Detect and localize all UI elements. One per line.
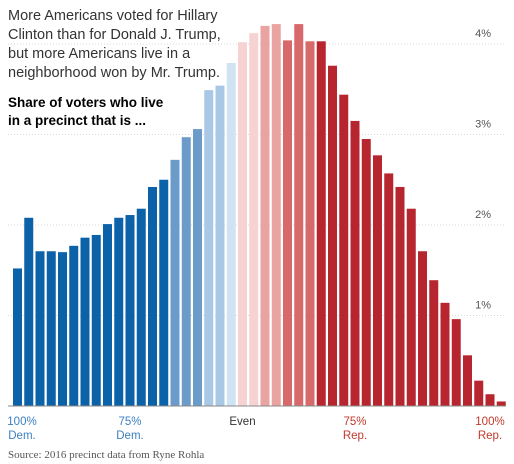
bar <box>429 280 439 406</box>
bar <box>35 251 45 406</box>
bar <box>181 137 191 406</box>
bar <box>418 251 427 406</box>
headline-line-1: More Americans voted for Hillary <box>8 8 218 24</box>
bar <box>159 179 169 406</box>
subhead: Share of voters who live in a precinct t… <box>8 95 164 128</box>
bars <box>13 24 506 407</box>
bar <box>69 245 79 406</box>
bar <box>294 24 304 407</box>
bar <box>260 25 270 407</box>
headline-line-4: neighborhood won by Mr. Trump. <box>8 65 220 81</box>
bar <box>170 159 180 406</box>
bar <box>13 268 22 406</box>
bar <box>406 208 416 406</box>
y-axis-ticks: 1% 2% 3% 4% <box>475 28 491 312</box>
source-note: Source: 2016 precinct data from Ryne Roh… <box>8 449 204 461</box>
bar <box>125 215 135 406</box>
bar <box>136 208 146 406</box>
bar <box>114 217 124 406</box>
x-tick-label: Rep. <box>478 430 502 442</box>
subhead-line-1: Share of voters who live <box>8 95 164 110</box>
bar <box>215 85 225 406</box>
y-tick-label: 1% <box>475 300 491 312</box>
bar <box>249 33 259 406</box>
bar <box>58 252 67 406</box>
bar <box>226 63 236 406</box>
x-axis-ticks: 100% Dem. 75% Dem. Even 75% Rep. 100% Rep. <box>7 416 504 442</box>
bar <box>451 319 461 406</box>
headline-line-2: Clinton than for Donald J. Trump, <box>8 27 221 43</box>
bar <box>148 186 157 406</box>
bar <box>24 217 34 406</box>
bar <box>440 302 450 406</box>
x-tick-label: Dem. <box>8 430 35 442</box>
bar <box>103 224 112 406</box>
bar <box>373 155 382 406</box>
bar <box>350 120 360 407</box>
bar <box>496 401 506 406</box>
bar <box>328 65 337 406</box>
bar <box>271 24 281 407</box>
subhead-line-2: in a precinct that is ... <box>8 113 146 128</box>
bar <box>193 129 202 406</box>
bar <box>339 94 349 407</box>
bar <box>46 251 56 406</box>
bar <box>204 90 214 406</box>
bar <box>395 186 405 406</box>
bar <box>80 237 90 406</box>
x-tick-label: 100% <box>475 416 504 428</box>
bar <box>361 139 371 406</box>
bar <box>463 355 472 406</box>
bar <box>474 380 484 406</box>
bar <box>316 41 326 406</box>
bar <box>283 40 292 406</box>
x-tick-label: 75% <box>343 416 366 428</box>
bar <box>238 42 247 406</box>
x-tick-label: Rep. <box>343 430 367 442</box>
y-tick-label: 4% <box>475 28 491 40</box>
x-tick-label: 100% <box>7 416 36 428</box>
headline-line-3: but more Americans live in a <box>8 46 191 62</box>
bar <box>384 173 394 406</box>
x-tick-label: 75% <box>118 416 141 428</box>
bar <box>91 234 101 406</box>
y-tick-label: 2% <box>475 209 491 221</box>
y-tick-label: 3% <box>475 119 491 131</box>
x-tick-label: Dem. <box>116 430 143 442</box>
headline: More Americans voted for Hillary Clinton… <box>8 8 221 81</box>
bar <box>485 394 495 406</box>
bar <box>305 41 315 406</box>
x-tick-label: Even <box>229 416 255 428</box>
